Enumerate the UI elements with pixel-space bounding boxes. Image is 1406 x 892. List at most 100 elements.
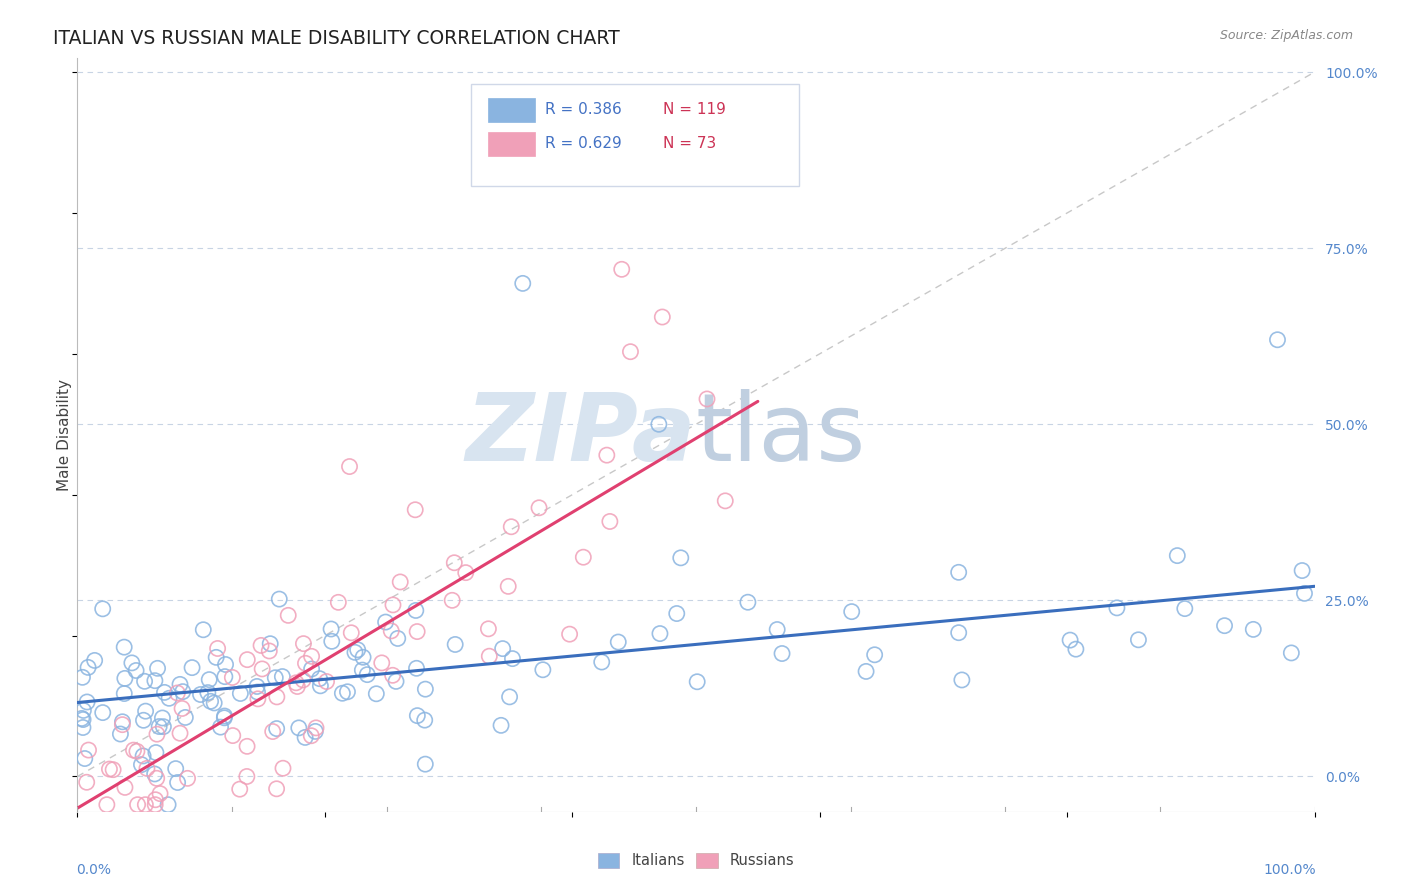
Point xyxy=(91,706,114,720)
Point xyxy=(413,713,436,727)
Point xyxy=(112,640,135,655)
Point xyxy=(294,657,316,671)
Point xyxy=(77,660,100,674)
Point xyxy=(169,677,191,691)
Point xyxy=(134,674,156,689)
Point xyxy=(599,515,621,529)
Point xyxy=(77,743,100,757)
Point xyxy=(96,797,118,812)
Point xyxy=(271,761,294,775)
Point xyxy=(149,787,172,801)
Point xyxy=(110,727,132,741)
Point xyxy=(152,711,174,725)
Point xyxy=(496,579,519,593)
Point xyxy=(262,724,284,739)
Point xyxy=(143,797,166,812)
Point xyxy=(112,687,135,701)
Text: Source: ZipAtlas.com: Source: ZipAtlas.com xyxy=(1219,29,1353,43)
Point xyxy=(1213,618,1236,632)
Point xyxy=(863,648,886,662)
Text: 100.0%: 100.0% xyxy=(1263,863,1316,877)
Point xyxy=(381,668,404,682)
Point xyxy=(340,625,363,640)
Point xyxy=(304,724,326,739)
Point xyxy=(277,608,299,623)
Point xyxy=(477,622,499,636)
Point xyxy=(181,660,204,674)
Point xyxy=(91,602,114,616)
Point xyxy=(1241,623,1264,637)
Point xyxy=(527,500,550,515)
Point xyxy=(841,605,863,619)
Point xyxy=(222,729,245,743)
Point xyxy=(610,262,633,277)
Point xyxy=(271,669,294,683)
Point xyxy=(166,775,188,789)
Point xyxy=(405,603,427,617)
Point xyxy=(205,650,228,665)
Point xyxy=(1105,600,1128,615)
Point xyxy=(572,550,595,565)
Point xyxy=(299,729,322,743)
Point xyxy=(165,762,187,776)
Point xyxy=(770,647,793,661)
Y-axis label: Male Disability: Male Disability xyxy=(56,379,72,491)
Point xyxy=(285,675,308,690)
Point xyxy=(83,653,105,667)
Point xyxy=(385,674,408,689)
Point xyxy=(498,690,520,704)
Point xyxy=(70,711,93,725)
Point xyxy=(246,691,269,706)
Point xyxy=(214,709,236,723)
Point xyxy=(321,634,343,648)
Point xyxy=(714,493,737,508)
Point xyxy=(288,721,311,735)
Point xyxy=(319,622,342,636)
Point xyxy=(346,642,368,657)
Point xyxy=(236,770,259,784)
Point xyxy=(285,680,308,694)
Point xyxy=(328,595,350,609)
Point xyxy=(250,662,273,676)
Point xyxy=(172,701,194,715)
Point xyxy=(114,672,136,686)
Point xyxy=(381,598,404,612)
Point xyxy=(266,781,288,796)
Point xyxy=(294,731,316,745)
Point xyxy=(264,671,287,685)
Point xyxy=(454,566,477,580)
Point xyxy=(1294,586,1316,600)
Point xyxy=(389,574,412,589)
Point xyxy=(478,649,501,664)
Point xyxy=(259,644,281,658)
Point xyxy=(266,722,288,736)
Point xyxy=(492,641,515,656)
Point xyxy=(193,623,215,637)
Point xyxy=(356,667,378,681)
Point xyxy=(121,656,143,670)
Text: ZIPa: ZIPa xyxy=(465,389,696,481)
Point xyxy=(148,720,170,734)
Point xyxy=(259,637,281,651)
Point xyxy=(766,623,789,637)
Point xyxy=(404,502,426,516)
Text: ITALIAN VS RUSSIAN MALE DISABILITY CORRELATION CHART: ITALIAN VS RUSSIAN MALE DISABILITY CORRE… xyxy=(53,29,620,48)
Point xyxy=(1291,564,1313,578)
Point xyxy=(132,748,155,763)
Point xyxy=(305,721,328,735)
Point xyxy=(214,711,236,725)
Point xyxy=(512,277,534,291)
Point xyxy=(332,686,354,700)
Point xyxy=(651,310,673,324)
Point xyxy=(73,751,96,765)
Point xyxy=(696,392,718,406)
Point xyxy=(266,690,288,704)
Point xyxy=(950,673,973,687)
Point xyxy=(214,670,236,684)
Point xyxy=(72,670,94,684)
Point xyxy=(686,674,709,689)
Point xyxy=(531,663,554,677)
Point xyxy=(309,679,332,693)
Point xyxy=(209,720,232,734)
Point xyxy=(229,686,252,700)
